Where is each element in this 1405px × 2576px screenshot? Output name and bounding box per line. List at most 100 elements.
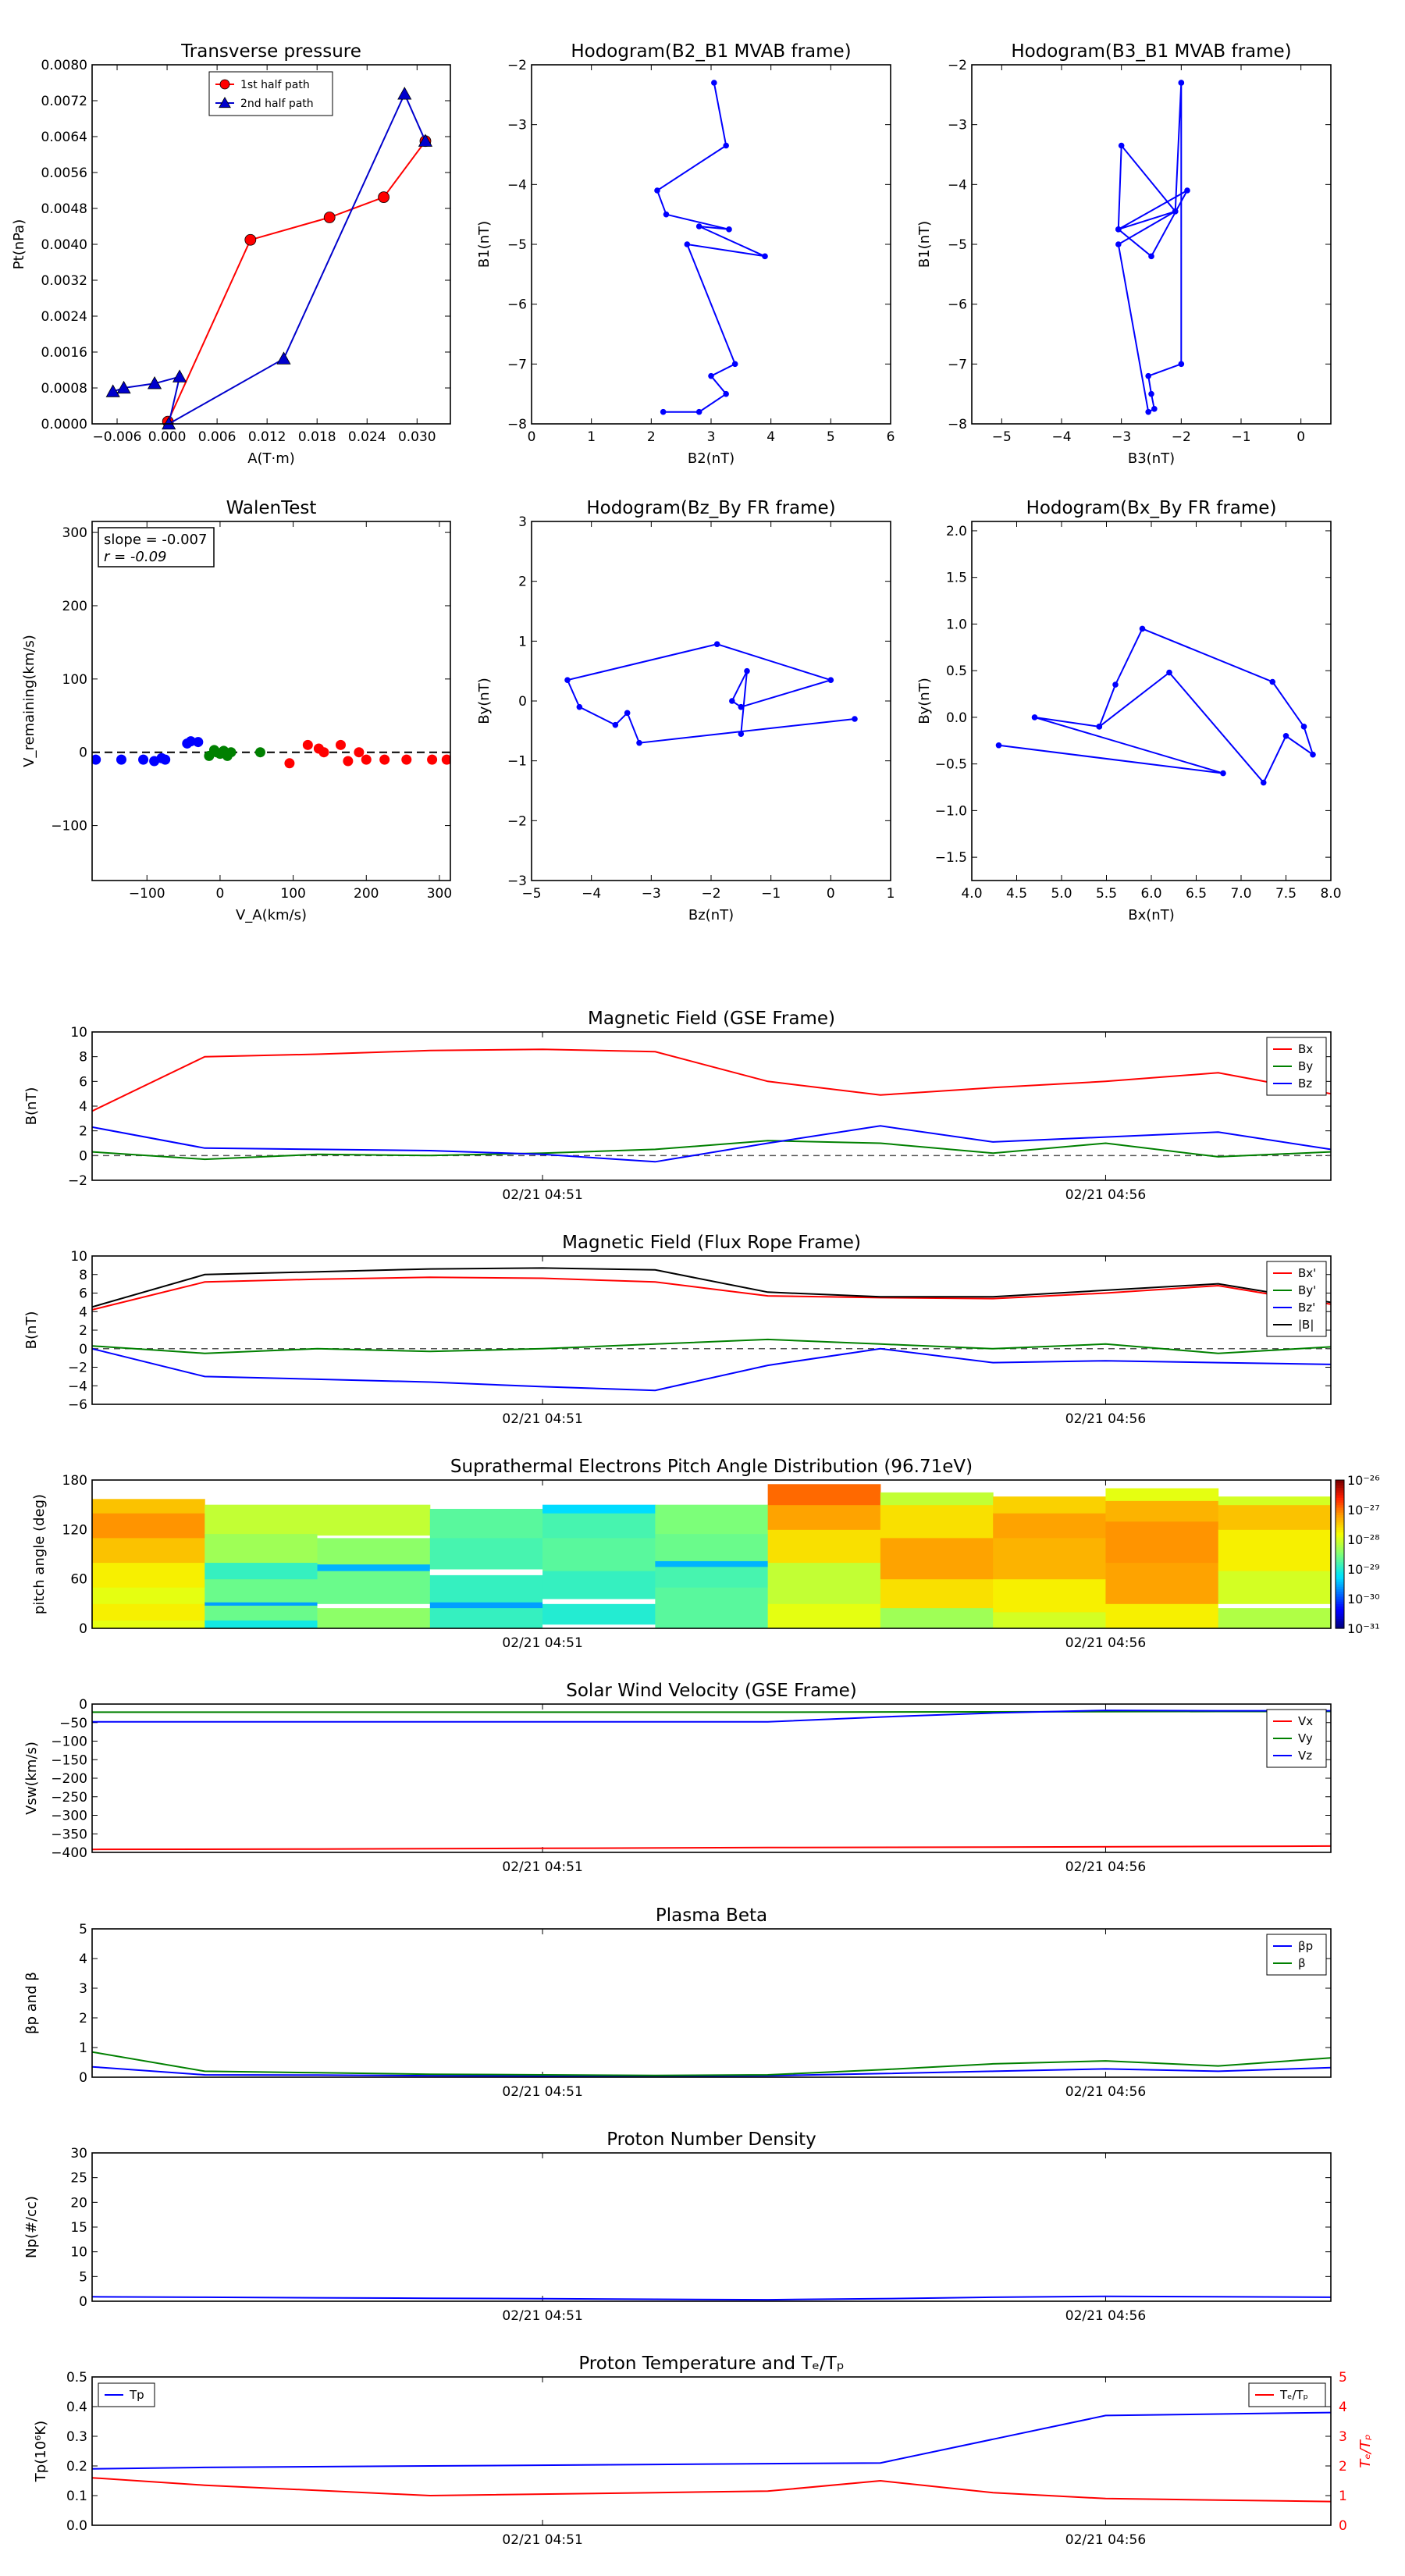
walen-test-xtick-label: −100 bbox=[129, 886, 165, 902]
hodogram-bx-by-xtick-label: 7.5 bbox=[1275, 886, 1297, 902]
pitch-angle-distribution-cell bbox=[1105, 1488, 1219, 1501]
pitch-angle-distribution-colorbar-segment bbox=[1336, 1502, 1344, 1506]
plasma-beta-ytick-label: 0 bbox=[79, 2070, 87, 2086]
transverse-pressure-ytick-label: 0.0008 bbox=[41, 381, 87, 397]
walen-test-ytick-label: 100 bbox=[62, 672, 87, 688]
pitch-angle-distribution-cell bbox=[993, 1513, 1106, 1539]
hodogram-bx-by-xtick-label: 5.5 bbox=[1096, 886, 1117, 902]
hodogram-bz-by-data-point bbox=[576, 703, 583, 710]
magnetic-field-flux-rope-series-line-|B| bbox=[92, 1267, 1331, 1308]
hodogram-b2-b1-data-point bbox=[654, 187, 660, 194]
pitch-angle-distribution-cell bbox=[317, 1607, 431, 1629]
magnetic-field-flux-rope-ytick-label: −6 bbox=[68, 1397, 87, 1413]
walen-test-data-point bbox=[302, 739, 313, 750]
hodogram-b3-b1-ytick-label: −8 bbox=[948, 417, 967, 432]
magnetic-field-gse-ytick-label: 4 bbox=[79, 1099, 87, 1115]
magnetic-field-gse-legend-label: By bbox=[1298, 1059, 1313, 1073]
magnetic-field-flux-rope-legend-label: Bz' bbox=[1298, 1300, 1315, 1315]
solar-wind-velocity-title: Solar Wind Velocity (GSE Frame) bbox=[566, 1681, 856, 1701]
solar-wind-velocity-ytick-label: −100 bbox=[51, 1735, 87, 1750]
walen-test-xtick-label: 200 bbox=[354, 886, 379, 902]
hodogram-b3-b1-plot-frame bbox=[971, 64, 1332, 425]
walen-test-data-point bbox=[354, 747, 365, 758]
magnetic-field-gse-ytick-label: 10 bbox=[70, 1025, 87, 1041]
walen-test-xtick-label: 300 bbox=[427, 886, 452, 902]
hodogram-bz-by-ytick-label: 0 bbox=[518, 694, 527, 710]
hodogram-b2-b1-xtick-label: 4 bbox=[767, 429, 775, 445]
pitch-angle-distribution-colorbar-segment bbox=[1336, 1564, 1344, 1567]
proton-number-density-ytick-label: 10 bbox=[70, 2245, 87, 2261]
hodogram-bx-by-xtick-label: 5.0 bbox=[1051, 886, 1072, 902]
proton-temperature-ylabel: Tp(10⁶K) bbox=[33, 2421, 49, 2482]
hodogram-b2-b1-ytick-label: −8 bbox=[507, 417, 527, 432]
pitch-angle-distribution-colorbar-segment bbox=[1336, 1489, 1344, 1493]
hodogram-bx-by-series-line bbox=[998, 628, 1314, 785]
solar-wind-velocity-panel: Solar Wind Velocity (GSE Frame) −400 −350 −… bbox=[23, 1681, 1332, 1875]
pitch-angle-distribution-colorbar-segment bbox=[1336, 1507, 1344, 1510]
transverse-pressure-series-line-2nd half path bbox=[112, 91, 426, 424]
pitch-angle-distribution-cell bbox=[542, 1571, 656, 1599]
pitch-angle-distribution-colorbar-segment bbox=[1336, 1578, 1344, 1582]
hodogram-bx-by-xtick-label: 4.5 bbox=[1006, 886, 1027, 902]
pitch-angle-distribution-colorbar-segment bbox=[1336, 1559, 1344, 1563]
transverse-pressure-xtick-label: 0.000 bbox=[148, 429, 187, 445]
magnetic-field-flux-rope-time-tick-label: 02/21 04:56 bbox=[1065, 1411, 1146, 1427]
hodogram-bz-by-data-point bbox=[827, 677, 834, 683]
hodogram-bz-by-ytick-label: −1 bbox=[507, 754, 527, 770]
solar-wind-velocity-plot-frame bbox=[91, 1703, 1332, 1853]
magnetic-field-gse-series-line-By bbox=[92, 1140, 1331, 1161]
magnetic-field-flux-rope-series-line-By' bbox=[92, 1338, 1331, 1354]
hodogram-b3-b1-data-point bbox=[1145, 372, 1151, 379]
pitch-angle-distribution-ylabel: pitch angle (deg) bbox=[31, 1494, 48, 1614]
magnetic-field-gse-plot-frame bbox=[91, 1031, 1332, 1181]
pitch-angle-distribution-colorbar-segment bbox=[1336, 1593, 1344, 1597]
hodogram-b3-b1-data-point bbox=[1151, 406, 1158, 412]
hodogram-b3-b1-ytick-label: −5 bbox=[948, 237, 967, 253]
magnetic-field-gse-legend-label: Bz bbox=[1298, 1076, 1312, 1091]
pitch-angle-distribution-cell bbox=[880, 1607, 994, 1629]
pitch-angle-distribution-cell bbox=[880, 1492, 994, 1506]
hodogram-bz-by-xtick-label: 0 bbox=[827, 886, 835, 902]
walen-test-data-point bbox=[379, 754, 390, 765]
hodogram-b3-b1-data-point bbox=[1184, 187, 1190, 194]
proton-temperature-right-tick-label: 4 bbox=[1339, 2400, 1347, 2415]
solar-wind-velocity-ytick-label: −50 bbox=[59, 1716, 87, 1731]
pitch-angle-distribution-colorbar-segment bbox=[1336, 1482, 1344, 1485]
magnetic-field-gse-ytick-label: 0 bbox=[79, 1148, 87, 1164]
hodogram-bz-by-xtick-label: −5 bbox=[521, 886, 541, 902]
hodogram-b2-b1-data-point bbox=[684, 241, 691, 247]
hodogram-b2-b1-xtick-label: 1 bbox=[587, 429, 596, 445]
transverse-pressure-ytick-label: 0.0080 bbox=[41, 58, 87, 73]
walen-test-data-point bbox=[441, 754, 450, 765]
pitch-angle-distribution-cell bbox=[317, 1564, 431, 1571]
transverse-pressure-ytick-label: 0.0000 bbox=[41, 417, 87, 432]
pitch-angle-distribution-time-tick-label: 02/21 04:56 bbox=[1065, 1635, 1146, 1651]
pitch-angle-distribution-cell bbox=[205, 1620, 318, 1629]
pitch-angle-distribution-cell bbox=[429, 1607, 543, 1629]
solar-wind-velocity-ytick-label: −300 bbox=[51, 1809, 87, 1824]
pitch-angle-distribution-cell bbox=[655, 1533, 769, 1561]
pitch-angle-distribution-cell bbox=[1218, 1529, 1332, 1571]
pitch-angle-distribution-cell bbox=[542, 1537, 656, 1571]
hodogram-bz-by-panel: Hodogram(Bz_By FR frame) −3 −2 −1 0 1 2 3 −5 −4 −3… bbox=[476, 498, 895, 923]
hodogram-bz-by-ytick-label: 2 bbox=[518, 575, 527, 590]
hodogram-b3-b1-xtick-label: −4 bbox=[1051, 429, 1071, 445]
pitch-angle-distribution-cell bbox=[92, 1513, 205, 1539]
solar-wind-velocity-ytick-label: −150 bbox=[51, 1752, 87, 1768]
pitch-angle-distribution-cell bbox=[542, 1599, 656, 1604]
pitch-angle-distribution-colorbar-segment bbox=[1336, 1495, 1344, 1498]
proton-temperature-time-tick-label: 02/21 04:51 bbox=[502, 2532, 582, 2548]
hodogram-bx-by-data-point bbox=[1031, 714, 1038, 720]
pitch-angle-distribution-colorbar-segment bbox=[1336, 1599, 1344, 1602]
magnetic-field-flux-rope-plot-frame bbox=[91, 1255, 1332, 1405]
transverse-pressure-circle-marker bbox=[378, 191, 390, 204]
proton-temperature-ylabel-right: Tₑ/Tₚ bbox=[1357, 2434, 1374, 2468]
hodogram-bz-by-title: Hodogram(Bz_By FR frame) bbox=[586, 498, 835, 518]
walen-test-annotation-box bbox=[98, 527, 215, 568]
proton-temperature-right-tick-label: 5 bbox=[1339, 2370, 1347, 2386]
hodogram-b2-b1-ytick-label: −7 bbox=[507, 357, 527, 372]
magnetic-field-flux-rope-ytick-label: 6 bbox=[79, 1286, 87, 1302]
pitch-angle-distribution-colorbar-label: 10⁻²⁹ bbox=[1347, 1562, 1380, 1577]
pitch-angle-distribution-cell bbox=[92, 1587, 205, 1604]
